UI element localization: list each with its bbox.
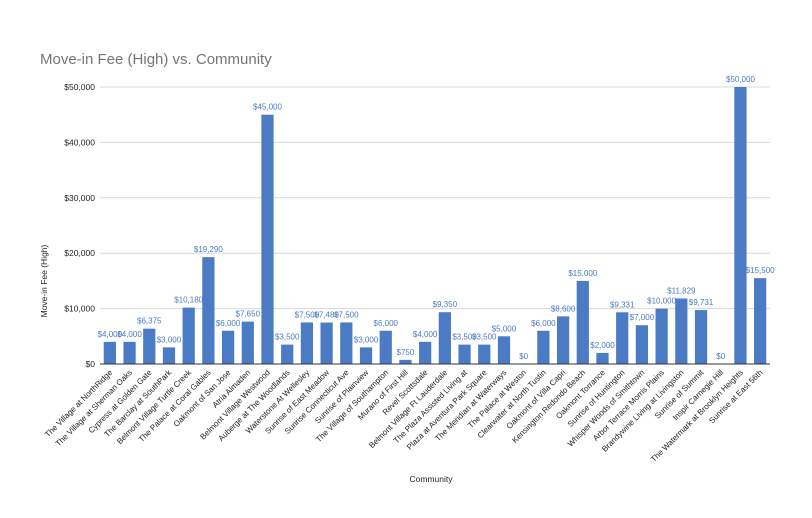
bar [379, 330, 392, 364]
data-label: $3,500 [452, 333, 477, 342]
data-label: $0 [519, 352, 528, 361]
bar [182, 307, 195, 364]
data-label: $7,650 [236, 310, 261, 319]
bar [399, 359, 412, 364]
y-axis-ticks: $0 $10,000 $20,000 $30,000 $40,000 $50,000 [64, 82, 95, 369]
bar [734, 87, 747, 364]
data-labels: $4,000$4,000$6,375$3,000$10,180$19,290$6… [98, 75, 776, 361]
bars [103, 87, 767, 364]
bar [162, 347, 176, 364]
bar [675, 298, 688, 364]
chart-title: Move-in Fee (High) vs. Community [40, 51, 272, 68]
data-label: $6,000 [216, 319, 241, 328]
bar [576, 280, 589, 364]
data-label: $4,000 [117, 330, 142, 339]
y-tick-label: $30,000 [64, 193, 95, 203]
bar [694, 310, 708, 364]
data-label: $10,180 [174, 296, 203, 305]
bar [497, 336, 511, 364]
bar [221, 330, 235, 364]
data-label: $9,331 [610, 300, 635, 309]
bar [635, 325, 649, 364]
bar [478, 344, 491, 364]
bar [261, 114, 274, 364]
bar [281, 344, 294, 364]
data-label: $4,000 [413, 330, 438, 339]
data-label: $5,000 [492, 324, 517, 333]
bar [458, 344, 471, 364]
x-axis-title: Community [410, 474, 454, 484]
bar [241, 321, 254, 364]
data-label: $8,600 [551, 304, 576, 313]
bar [143, 328, 156, 364]
data-label: $7,500 [334, 310, 359, 319]
data-label: $9,350 [433, 300, 458, 309]
bar [300, 322, 314, 364]
data-label: $3,500 [275, 333, 300, 342]
data-label: $7,500 [295, 310, 320, 319]
bar [202, 257, 215, 364]
bar [616, 312, 629, 364]
y-tick-label: $10,000 [64, 304, 95, 314]
y-tick-label: $50,000 [64, 82, 95, 92]
data-label: $6,000 [531, 319, 556, 328]
y-tick-label: $0 [86, 359, 96, 369]
data-label: $3,500 [472, 333, 497, 342]
bar [556, 316, 570, 364]
data-label: $11,829 [667, 286, 696, 295]
data-label: $6,000 [374, 319, 399, 328]
bar [438, 312, 451, 364]
bar [359, 347, 373, 364]
data-label: $2,000 [590, 341, 615, 350]
data-label: $9,731 [689, 298, 714, 307]
y-tick-label: $40,000 [64, 137, 95, 147]
data-label: $19,290 [194, 245, 223, 254]
data-label: $6,375 [137, 317, 162, 326]
data-label: $45,000 [253, 103, 282, 112]
bar [754, 278, 767, 364]
bar [596, 352, 609, 364]
bar [537, 330, 550, 364]
data-label: $750 [397, 348, 415, 357]
data-label: $15,500 [746, 266, 775, 275]
data-label: $15,000 [568, 269, 597, 278]
bar [419, 341, 432, 364]
data-label: $50,000 [726, 75, 755, 84]
data-label: $3,000 [157, 335, 182, 344]
data-label: $3,000 [354, 335, 379, 344]
data-label: $7,000 [630, 313, 655, 322]
bar [103, 341, 116, 364]
data-label: $10,000 [647, 297, 676, 306]
bar [655, 308, 668, 364]
bar [123, 341, 136, 364]
bar [340, 322, 353, 364]
data-label: $4,000 [98, 330, 123, 339]
y-axis-title: Move-in Fee (High) [39, 244, 49, 317]
y-tick-label: $20,000 [64, 248, 95, 258]
data-label: $0 [716, 352, 725, 361]
data-label: $7,480 [314, 311, 339, 320]
bar [320, 322, 333, 364]
